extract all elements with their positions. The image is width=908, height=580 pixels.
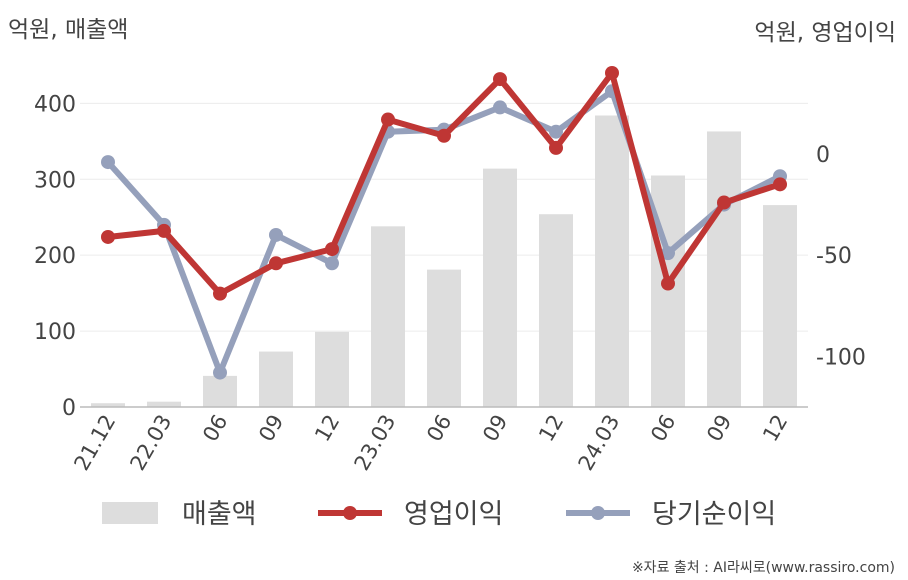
revenue-bar	[315, 331, 349, 407]
revenue-bar	[595, 115, 629, 407]
revenue-bar	[707, 131, 741, 407]
series-point	[269, 256, 283, 271]
series-point	[493, 72, 507, 87]
legend-swatch-point	[591, 506, 605, 520]
x-axis-tick-label: 21.12	[69, 411, 120, 475]
series-point	[157, 223, 171, 238]
x-axis-tick-label: 24.03	[573, 411, 624, 475]
left-axis-tick-label: 300	[34, 168, 76, 193]
right-axis-tick-label: 0	[816, 143, 830, 168]
left-axis-tick-label: 0	[62, 396, 76, 421]
series-point	[717, 195, 731, 210]
series-point	[213, 365, 227, 380]
series-point	[493, 100, 507, 115]
right-axis-unit-label: 억원, 영업이익	[754, 20, 896, 46]
legend-label: 영업이익	[404, 499, 503, 530]
x-axis-tick-label: 23.03	[349, 411, 400, 475]
revenue-bar	[763, 205, 797, 407]
series-point	[325, 256, 339, 271]
series-point	[325, 242, 339, 257]
left-axis-tick-label: 400	[34, 92, 76, 117]
series-point	[101, 155, 115, 170]
x-axis-tick-label: 09	[702, 411, 736, 446]
revenue-bar	[427, 269, 461, 407]
series-point	[381, 112, 395, 127]
x-axis-tick-label: 12	[310, 411, 344, 446]
revenue-bar	[203, 375, 237, 407]
x-axis-tick-label: 06	[422, 411, 456, 446]
legend-label: 당기순이익	[652, 499, 776, 530]
series-point	[549, 124, 563, 139]
revenue-bar	[539, 214, 573, 407]
right-axis-tick-label: -100	[816, 345, 866, 370]
legend-swatch-point	[343, 506, 357, 520]
series-point	[437, 128, 451, 143]
left-axis-ticks: 0 100 200 300 400	[34, 92, 76, 421]
series-point	[549, 140, 563, 155]
revenue-bar	[147, 401, 181, 407]
series-point	[101, 229, 115, 244]
x-axis-tick-label: 06	[646, 411, 680, 446]
revenue-bar	[91, 403, 125, 407]
revenue-bar	[259, 351, 293, 407]
source-credit: ※자료 출처 : AI라씨로(www.rassiro.com)	[632, 560, 895, 576]
x-axis-tick-label: 12	[758, 411, 792, 446]
series-point	[213, 286, 227, 301]
bar-series	[91, 115, 797, 407]
series-point	[773, 177, 787, 192]
x-axis-tick-label: 09	[478, 411, 512, 446]
line-series	[101, 66, 787, 380]
legend: 매출액 영업이익 당기순이익	[102, 499, 776, 530]
left-axis-tick-label: 200	[34, 244, 76, 269]
legend-label: 매출액	[182, 499, 257, 530]
right-axis-ticks: -100 -50 0	[816, 143, 866, 370]
x-axis-tick-label: 06	[198, 411, 232, 446]
revenue-bar	[371, 226, 405, 407]
left-axis-unit-label: 억원, 매출액	[8, 17, 128, 43]
x-axis-tick-label: 12	[534, 411, 568, 446]
revenue-bar	[483, 168, 517, 407]
x-axis-tick-label: 22.03	[125, 411, 176, 475]
series-point	[661, 246, 675, 261]
series-point	[605, 66, 619, 80]
left-axis-tick-label: 100	[34, 320, 76, 345]
legend-swatch-bar	[102, 502, 158, 524]
x-axis-ticks: 21.12 22.03 06 09 12 23.03 06 09 12 24.03 06 09 12	[69, 411, 792, 475]
right-axis-tick-label: -50	[816, 244, 852, 269]
x-axis-tick-label: 09	[254, 411, 288, 446]
series-point	[661, 276, 675, 291]
series-point	[269, 227, 283, 242]
